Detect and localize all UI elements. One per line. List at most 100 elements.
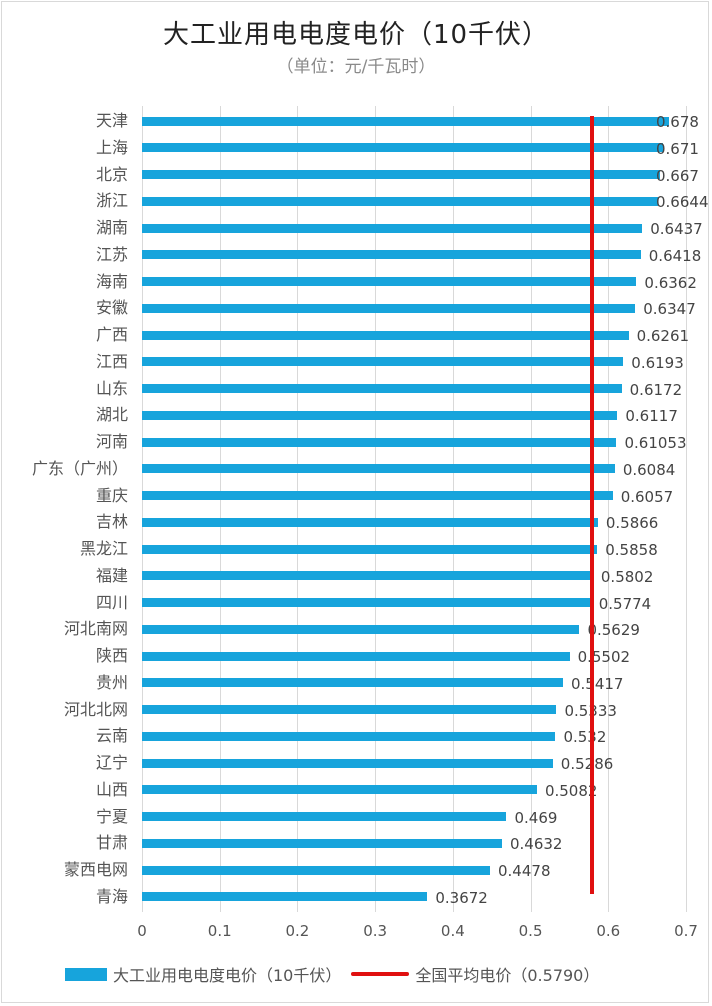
bar xyxy=(142,223,643,233)
data-label: 0.4478 xyxy=(498,862,551,880)
category-label: 黑龙江 xyxy=(79,539,128,558)
bar xyxy=(142,865,490,875)
category-label: 上海 xyxy=(95,137,128,157)
category-label: 蒙西电网 xyxy=(63,860,128,879)
bar xyxy=(142,330,629,340)
bar xyxy=(142,812,507,821)
data-label: 0.5866 xyxy=(605,514,659,533)
category-label: 甘肃 xyxy=(95,833,128,853)
x-tick-label: 0.1 xyxy=(207,922,232,940)
category-label: 河北北网 xyxy=(63,699,128,719)
gridline xyxy=(297,106,299,912)
plot-area: 0.678 0.671 0.667 0.6644 0.6437 0.6418 0.6362 0… xyxy=(142,106,709,912)
x-tick-label: 0.7 xyxy=(674,922,698,940)
bar xyxy=(142,410,618,420)
bar xyxy=(142,892,428,902)
bar xyxy=(142,517,598,527)
legend-bar-label: 大工业用电电度电价（10千伏） xyxy=(113,966,342,985)
category-label: 安徽 xyxy=(95,298,128,318)
data-label: 0.6057 xyxy=(620,487,674,506)
bar xyxy=(142,598,591,607)
bar xyxy=(142,838,502,848)
bar xyxy=(142,357,624,367)
bar xyxy=(142,464,615,474)
data-label: 0.5774 xyxy=(598,594,652,613)
gridline xyxy=(530,106,532,912)
gridline xyxy=(452,106,454,912)
bar xyxy=(142,143,664,153)
x-tick-label: 0.2 xyxy=(285,922,310,940)
data-label: 0.6644 xyxy=(656,193,709,212)
bar xyxy=(142,384,622,393)
chart-subtitle: （单位：元/千瓦时） xyxy=(276,57,436,77)
category-label: 重庆 xyxy=(95,485,128,505)
gridline xyxy=(686,106,687,912)
data-label: 0.6347 xyxy=(643,300,696,319)
bar xyxy=(142,785,537,795)
category-label: 青海 xyxy=(95,886,128,906)
category-label: 云南 xyxy=(95,726,128,746)
data-label: 0.6172 xyxy=(629,380,683,399)
bar xyxy=(142,758,553,768)
data-label: 0.5858 xyxy=(605,541,658,559)
data-label: 0.5286 xyxy=(560,755,614,773)
gridline xyxy=(142,106,143,912)
category-label: 海南 xyxy=(95,271,128,291)
bar xyxy=(142,544,598,554)
category-label: 宁夏 xyxy=(95,806,128,826)
data-label: 0.5802 xyxy=(600,567,654,586)
legend-bar-swatch xyxy=(65,967,107,981)
category-label: 江苏 xyxy=(95,244,128,264)
x-tick-label: 0 xyxy=(137,922,147,940)
data-label: 0.6362 xyxy=(644,273,697,292)
category-label: 广东（广州） xyxy=(31,458,128,478)
data-label: 0.532 xyxy=(563,728,607,747)
category-label: 陕西 xyxy=(95,646,128,665)
bar xyxy=(142,678,563,688)
category-label: 吉林 xyxy=(95,512,128,532)
bar xyxy=(142,170,661,179)
category-label: 江西 xyxy=(95,351,128,371)
category-label: 湖北 xyxy=(95,405,128,425)
data-label: 0.5502 xyxy=(577,648,631,666)
gridline xyxy=(375,106,377,912)
bar xyxy=(142,624,580,634)
bar xyxy=(142,705,557,714)
data-label: 0.6084 xyxy=(622,460,676,479)
category-label: 河南 xyxy=(95,432,128,451)
bar xyxy=(142,571,593,581)
bar xyxy=(142,437,617,447)
x-tick-label: 0.6 xyxy=(596,922,621,940)
x-tick-label: 0.3 xyxy=(363,922,388,940)
bar xyxy=(142,196,659,206)
bar xyxy=(142,277,637,286)
data-label: 0.6437 xyxy=(650,220,703,238)
data-label: 0.5417 xyxy=(570,674,624,693)
category-label: 四川 xyxy=(95,592,128,612)
legend: 大工业用电电度电价（10千伏） 全国平均电价（0.5790） xyxy=(65,962,599,986)
bar xyxy=(142,250,641,260)
x-tick-label: 0.5 xyxy=(518,922,543,940)
data-label: 0.3672 xyxy=(435,888,488,907)
category-label: 天津 xyxy=(95,111,128,130)
data-label: 0.671 xyxy=(656,139,699,158)
chart-title: 大工业用电电度电价（10千伏） xyxy=(162,20,550,50)
x-tick-label: 0.4 xyxy=(440,922,465,940)
bar xyxy=(142,651,570,661)
bar xyxy=(142,731,556,741)
category-label: 辽宁 xyxy=(95,753,128,772)
data-label: 0.678 xyxy=(656,113,699,131)
gridline xyxy=(608,106,610,912)
bar xyxy=(142,116,669,126)
data-label: 0.6117 xyxy=(625,407,678,426)
data-label: 0.6261 xyxy=(636,327,690,345)
category-label: 北京 xyxy=(95,164,128,184)
average-reference-line xyxy=(589,116,594,894)
category-label: 贵州 xyxy=(95,672,128,692)
category-label: 山西 xyxy=(95,779,128,799)
category-label: 河北南网 xyxy=(63,619,128,639)
data-label: 0.667 xyxy=(656,166,699,185)
data-label: 0.6418 xyxy=(648,246,702,265)
legend-line-label: 全国平均电价（0.5790） xyxy=(415,966,600,985)
